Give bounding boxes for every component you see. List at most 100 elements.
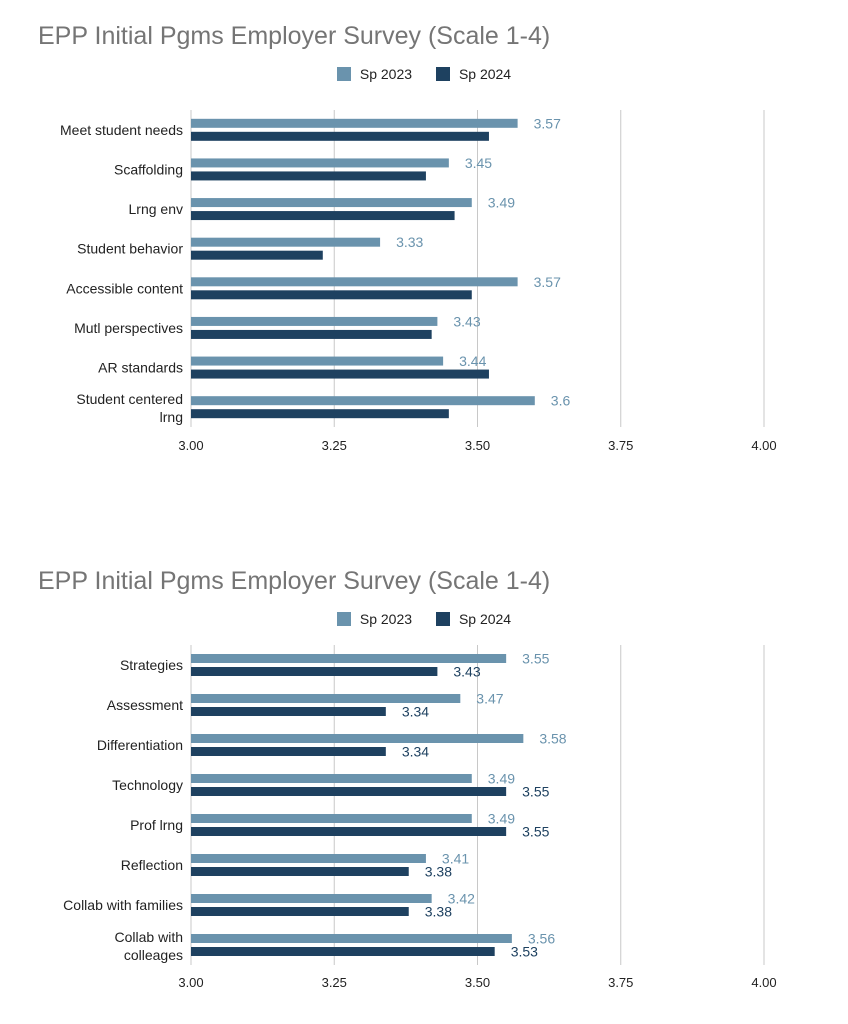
category-label-strategies: Strategies <box>120 657 183 673</box>
bar-sp-2024-strategies <box>191 667 438 676</box>
bar-sp-2023-meet-student-needs <box>191 118 518 128</box>
bar-sp-2023-prof-lrng <box>191 814 472 823</box>
category-label-reflection: Reflection <box>121 857 183 873</box>
x-tick-label: 3.25 <box>322 438 347 453</box>
bar-sp-2023-ar-standards <box>191 356 444 366</box>
category-label-collab-with-colleages: Collab with colleages <box>115 929 183 963</box>
data-label-sp-2023-accessible-content: 3.57 <box>534 274 561 290</box>
chart-1: EPP Initial Pgms Employer Survey (Scale … <box>0 0 848 510</box>
bar-sp-2024-prof-lrng <box>191 827 507 836</box>
category-label-mutl-perspectives: Mutl perspectives <box>74 320 183 336</box>
category-label-collab-with-families: Collab with families <box>63 897 183 913</box>
data-label-sp-2023-prof-lrng: 3.49 <box>488 811 515 827</box>
bar-plot: 3.00 3.25 3.50 3.75 4.00 Meet student needs 3.… <box>60 110 777 453</box>
legend-label-sp2024: Sp 2024 <box>458 611 512 627</box>
category-label-technology: Technology <box>112 777 183 793</box>
bar-sp-2024-accessible-content <box>191 290 472 300</box>
data-label-sp-2023-assessment: 3.47 <box>476 691 503 707</box>
bar-sp-2023-accessible-content <box>191 277 518 287</box>
category-label-prof-lrng: Prof lrng <box>130 817 183 833</box>
category-label-student-behavior: Student behavior <box>77 241 183 257</box>
bar-sp-2023-strategies <box>191 654 507 663</box>
legend-swatch-sp2023 <box>336 612 351 626</box>
data-label-sp-2024-differentiation: 3.34 <box>402 744 429 760</box>
data-label-sp-2024-reflection: 3.38 <box>425 864 452 880</box>
bar-sp-2023-differentiation <box>191 734 524 743</box>
bar-sp-2023-technology <box>191 774 472 783</box>
x-tick-label: 4.00 <box>751 975 776 990</box>
x-tick-label: 3.75 <box>608 438 633 453</box>
bar-sp-2024-student-centered-lrng <box>191 409 449 419</box>
chart-title: EPP Initial Pgms Employer Survey (Scale … <box>38 22 551 50</box>
legend-label-sp2023: Sp 2023 <box>359 66 413 82</box>
x-tick-label: 3.50 <box>465 975 490 990</box>
x-tick-label: 3.50 <box>465 438 490 453</box>
chart-2: EPP Initial Pgms Employer Survey (Scale … <box>0 545 848 1024</box>
data-label-sp-2023-scaffolding: 3.45 <box>465 155 492 171</box>
bar-sp-2024-meet-student-needs <box>191 131 489 141</box>
x-tick-label: 4.00 <box>751 438 776 453</box>
legend-swatch-sp2024 <box>435 67 450 81</box>
x-tick-label: 3.00 <box>178 975 203 990</box>
data-label-sp-2024-collab-with-families: 3.38 <box>425 904 452 920</box>
data-label-sp-2024-collab-with-colleages: 3.53 <box>511 944 538 960</box>
bar-sp-2023-scaffolding <box>191 158 449 168</box>
bar-sp-2024-collab-with-families <box>191 907 409 916</box>
data-label-sp-2024-prof-lrng: 3.55 <box>522 824 549 840</box>
data-label-sp-2023-lrng-env: 3.49 <box>488 195 515 211</box>
data-label-sp-2023-technology: 3.49 <box>488 771 515 787</box>
category-label-scaffolding: Scaffolding <box>114 161 183 177</box>
bar-sp-2023-reflection <box>191 854 426 863</box>
data-label-sp-2023-meet-student-needs: 3.57 <box>534 115 561 131</box>
data-label-sp-2023-student-centered-lrng: 3.6 <box>551 393 571 409</box>
bar-sp-2024-lrng-env <box>191 211 455 221</box>
bar-sp-2024-scaffolding <box>191 171 426 181</box>
bar-sp-2023-collab-with-families <box>191 894 432 903</box>
legend-swatch-sp2023 <box>336 67 351 81</box>
legend-item-sp2023: Sp 2023 <box>336 611 413 627</box>
category-label-meet-student-needs: Meet student needs <box>60 122 183 138</box>
bar-sp-2024-assessment <box>191 707 386 716</box>
chart-title: EPP Initial Pgms Employer Survey (Scale … <box>38 567 551 595</box>
data-label-sp-2023-collab-with-families: 3.42 <box>448 891 475 907</box>
bar-sp-2023-student-centered-lrng <box>191 396 535 406</box>
bar-sp-2024-student-behavior <box>191 250 323 260</box>
x-tick-label: 3.00 <box>178 438 203 453</box>
bar-sp-2024-differentiation <box>191 747 386 756</box>
category-label-differentiation: Differentiation <box>97 737 183 753</box>
data-label-sp-2023-differentiation: 3.58 <box>539 731 566 747</box>
data-label-sp-2023-student-behavior: 3.33 <box>396 234 423 250</box>
legend-item-sp2024: Sp 2024 <box>435 611 512 627</box>
bar-sp-2024-collab-with-colleages <box>191 947 495 956</box>
category-label-accessible-content: Accessible content <box>66 280 183 296</box>
data-label-sp-2023-mutl-perspectives: 3.43 <box>453 313 480 329</box>
data-label-sp-2023-ar-standards: 3.44 <box>459 353 486 369</box>
bar-sp-2024-mutl-perspectives <box>191 329 432 339</box>
bar-sp-2023-mutl-perspectives <box>191 316 438 326</box>
bar-sp-2023-lrng-env <box>191 198 472 208</box>
chart-legend: Sp 2023 Sp 2024 <box>0 66 848 84</box>
data-label-sp-2024-assessment: 3.34 <box>402 704 429 720</box>
data-label-sp-2023-strategies: 3.55 <box>522 651 549 667</box>
category-label-lrng-env: Lrng env <box>129 201 183 217</box>
bar-sp-2023-assessment <box>191 694 461 703</box>
bar-sp-2023-collab-with-colleages <box>191 934 512 943</box>
bar-sp-2024-ar-standards <box>191 369 489 379</box>
category-label-ar-standards: AR standards <box>98 360 183 376</box>
category-label-student-centered-lrng: Student centered lrng <box>76 391 183 425</box>
data-label-sp-2024-technology: 3.55 <box>522 784 549 800</box>
category-label-assessment: Assessment <box>107 697 183 713</box>
bar-sp-2023-student-behavior <box>191 237 381 247</box>
legend-swatch-sp2024 <box>435 612 450 626</box>
data-label-sp-2024-strategies: 3.43 <box>453 664 480 680</box>
chart-legend: Sp 2023 Sp 2024 <box>0 611 848 629</box>
bar-plot: 3.00 3.25 3.50 3.75 4.00 Strategies 3.55 3.43 As… <box>63 645 777 990</box>
x-tick-label: 3.25 <box>322 975 347 990</box>
legend-label-sp2023: Sp 2023 <box>359 611 413 627</box>
legend-item-sp2024: Sp 2024 <box>435 66 512 82</box>
bar-sp-2024-reflection <box>191 867 409 876</box>
legend-item-sp2023: Sp 2023 <box>336 66 413 82</box>
data-label-sp-2023-reflection: 3.41 <box>442 851 469 867</box>
legend-label-sp2024: Sp 2024 <box>458 66 512 82</box>
data-label-sp-2023-collab-with-colleages: 3.56 <box>528 931 555 947</box>
